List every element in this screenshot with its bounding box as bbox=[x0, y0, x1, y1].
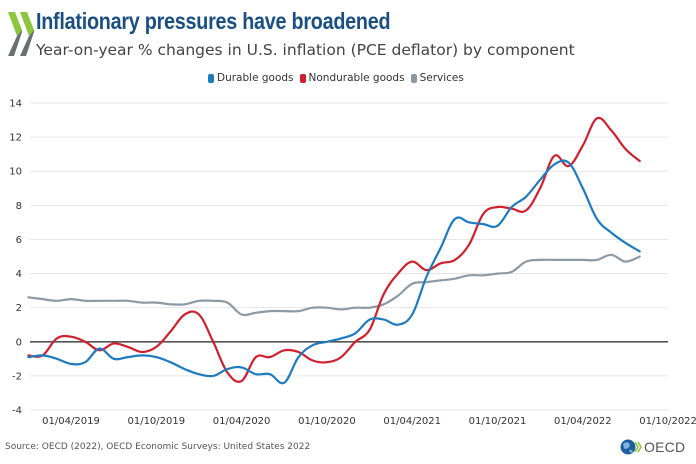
series-line-services[interactable] bbox=[27, 253, 641, 317]
x-tick-label: 01/10/2020 bbox=[298, 416, 356, 427]
y-tick-label: -4 bbox=[12, 406, 22, 417]
y-tick-label: 0 bbox=[16, 337, 22, 348]
legend-label-nondurable: Nondurable goods bbox=[308, 72, 405, 84]
chart-subtitle: Year-on-year % changes in U.S. inflation… bbox=[36, 41, 575, 59]
y-tick-label: 2 bbox=[16, 303, 22, 314]
x-tick-label: 01/04/2020 bbox=[213, 416, 271, 427]
x-axis-ticks: 01/04/2019 01/10/2019 01/04/2020 01/10/2020… bbox=[42, 416, 696, 427]
oecd-globe-icon bbox=[620, 439, 642, 455]
legend-swatch-nondurable bbox=[299, 73, 306, 83]
y-tick-label: -2 bbox=[12, 371, 22, 382]
legend-label-services: Services bbox=[419, 72, 464, 84]
series-lines bbox=[27, 116, 641, 385]
legend-item-nondurable[interactable]: Nondurable goods bbox=[299, 72, 405, 84]
y-tick-label: 6 bbox=[16, 235, 22, 246]
legend-label-durable: Durable goods bbox=[217, 72, 294, 84]
x-tick-label: 01/10/2021 bbox=[469, 416, 527, 427]
y-tick-label: 14 bbox=[9, 99, 22, 110]
x-tick-label: 01/04/2019 bbox=[42, 416, 100, 427]
legend-swatch-durable bbox=[208, 73, 214, 83]
y-tick-label: 10 bbox=[9, 167, 22, 178]
x-tick-label: 01/04/2021 bbox=[383, 416, 441, 427]
oecd-logo[interactable]: OECD bbox=[620, 437, 685, 457]
x-tick-label: 01/10/2019 bbox=[127, 416, 185, 427]
legend-swatch-services bbox=[410, 73, 417, 83]
legend: Durable goods Nondurable goods Services bbox=[208, 72, 464, 84]
series-line-durable-goods[interactable] bbox=[27, 159, 641, 385]
legend-item-durable[interactable]: Durable goods bbox=[208, 72, 294, 84]
legend-item-services[interactable]: Services bbox=[410, 72, 464, 84]
gridlines bbox=[30, 102, 668, 411]
x-tick-label: 01/10/2022 bbox=[639, 416, 696, 427]
x-tick-label: 01/04/2022 bbox=[554, 416, 612, 427]
chart-title: Inflationary pressures have broadened bbox=[36, 8, 391, 34]
oecd-logo-text: OECD bbox=[644, 439, 686, 455]
y-tick-label: 8 bbox=[16, 201, 22, 212]
oecd-chevrons-icon bbox=[8, 12, 34, 56]
y-axis-ticks: -4 -2 0 2 4 6 8 10 12 14 bbox=[9, 99, 22, 417]
y-tick-label: 4 bbox=[16, 269, 22, 280]
series-line-nondurable-goods[interactable] bbox=[27, 116, 641, 383]
source-note: Source: OECD (2022), OECD Economic Surve… bbox=[5, 442, 311, 452]
y-tick-label: 12 bbox=[9, 133, 22, 144]
